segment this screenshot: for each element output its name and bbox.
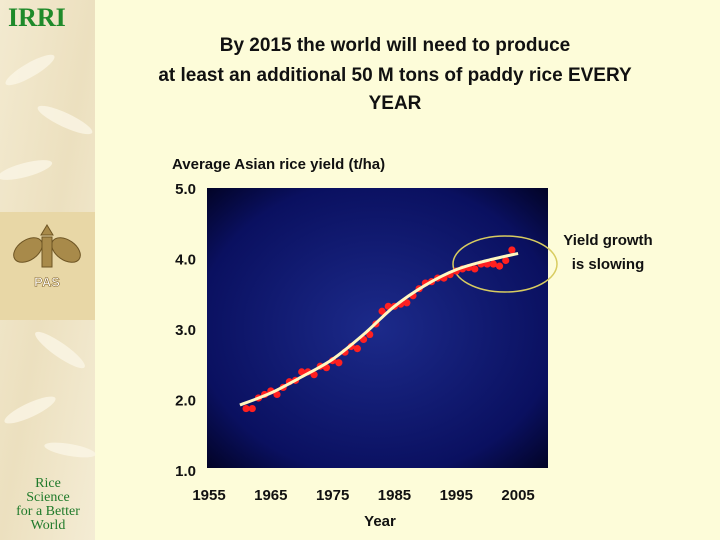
data-point bbox=[495, 262, 504, 270]
x-tick-label: 1985 bbox=[378, 487, 411, 504]
y-tick-label: 5.0 bbox=[175, 181, 196, 198]
motto-line: Rice bbox=[35, 476, 61, 491]
data-point bbox=[310, 371, 318, 379]
y-tick-label: 2.0 bbox=[175, 392, 196, 409]
x-tick-label: 1975 bbox=[316, 487, 349, 504]
title-line: By 2015 the world will need to produce bbox=[220, 35, 571, 56]
motto-line: World bbox=[31, 518, 66, 533]
annotation: is slowing bbox=[572, 256, 645, 273]
data-point bbox=[298, 368, 306, 376]
title-line: YEAR bbox=[369, 93, 422, 114]
data-point bbox=[366, 330, 374, 339]
x-tick-label: 1995 bbox=[440, 487, 473, 504]
x-tick-label: 2005 bbox=[501, 487, 534, 504]
x-tick-label: 1965 bbox=[254, 487, 287, 504]
data-point bbox=[353, 345, 361, 353]
logo: IRRI bbox=[8, 3, 66, 32]
plot-area bbox=[207, 188, 548, 468]
data-point bbox=[335, 359, 343, 367]
trend-line bbox=[239, 251, 519, 407]
data-point bbox=[471, 265, 479, 273]
motto-line: Science bbox=[26, 490, 70, 505]
data-point bbox=[489, 260, 497, 268]
data-point bbox=[378, 307, 386, 315]
data-point bbox=[248, 404, 256, 413]
motto-line: for a Better bbox=[16, 504, 80, 519]
title-line: at least an additional 50 M tons of padd… bbox=[158, 65, 632, 86]
rice-texture bbox=[0, 54, 96, 458]
data-point bbox=[242, 404, 250, 413]
data-point bbox=[502, 256, 510, 265]
y-tick-label: 3.0 bbox=[175, 322, 196, 339]
emblem bbox=[13, 224, 81, 268]
highlight-ellipse bbox=[452, 235, 558, 293]
data-point bbox=[403, 299, 411, 307]
data-point bbox=[508, 246, 516, 254]
x-axis-label: Year bbox=[364, 513, 396, 530]
x-tick-label: 1955 bbox=[192, 487, 225, 504]
y-tick-label: 1.0 bbox=[175, 463, 196, 480]
data-point bbox=[273, 390, 281, 399]
motto: Rice Science for a Better World bbox=[16, 476, 80, 533]
emblem-label: PAS bbox=[34, 274, 60, 289]
annotation: Yield growth bbox=[563, 232, 652, 249]
y-axis-label: Average Asian rice yield (t/ha) bbox=[172, 156, 385, 173]
y-tick-label: 4.0 bbox=[175, 251, 196, 268]
